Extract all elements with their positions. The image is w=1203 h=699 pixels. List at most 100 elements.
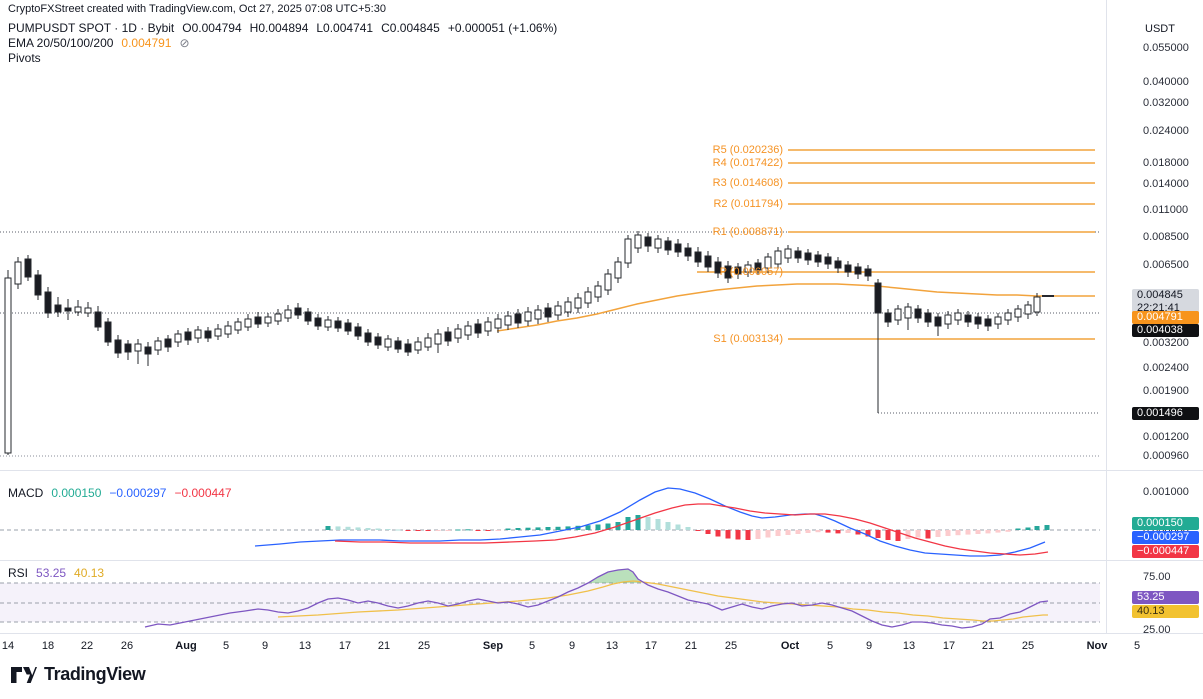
time-axis-tick: 17 [644, 640, 658, 652]
macd-bar [625, 517, 631, 530]
time-axis[interactable]: 14 18 22 26 Aug 5 9 13 17 21 25 Sep 5 9 13 17 21 25 Oct 5 9 1… [0, 634, 1203, 660]
macd-line [254, 487, 1046, 557]
symbol-title[interactable]: PUMPUSDT SPOT · 1D · Bybit [8, 21, 175, 35]
candle [184, 331, 192, 341]
candle [974, 316, 982, 325]
candle [724, 265, 732, 279]
macd-bar [1044, 525, 1050, 530]
macd-bar [845, 530, 851, 533]
macd-bar [345, 526, 351, 530]
candle [984, 318, 992, 327]
price-axis-tick: 0.001000 [1143, 486, 1189, 498]
time-axis-tick: 25 [724, 640, 738, 652]
ema-indicator-label[interactable]: EMA 20/50/100/200 [8, 36, 114, 50]
candle [254, 316, 262, 325]
rsi-ma-badge: 40.13 [1132, 605, 1199, 618]
tradingview-logo-icon [11, 666, 37, 683]
rsi-badge: 53.25 [1132, 591, 1199, 604]
candle [284, 309, 292, 319]
candle [1033, 296, 1041, 313]
candle [294, 307, 302, 316]
macd-bar [815, 530, 821, 533]
price-axis-tick: 25.00 [1143, 624, 1171, 636]
candle [464, 325, 472, 336]
candle [514, 313, 522, 324]
price-axis[interactable]: 0.055000 0.040000 0.032000 0.024000 0.018000… [1106, 0, 1203, 636]
candle [794, 250, 802, 259]
candle [374, 336, 382, 346]
macd-bar [325, 526, 331, 530]
candle [584, 291, 592, 304]
candle [884, 312, 892, 323]
ohlc-high: H0.004894 [249, 21, 309, 35]
candle [164, 338, 172, 348]
rsi-indicator-label[interactable]: RSI [8, 566, 29, 580]
macd-bar [645, 517, 651, 530]
time-axis-tick: 25 [1021, 640, 1035, 652]
candle [124, 343, 132, 353]
candle [104, 321, 112, 343]
time-axis-tick: 13 [298, 640, 312, 652]
tradingview-logo-text: TradingView [44, 664, 146, 684]
macd-indicator-label[interactable]: MACD [8, 486, 44, 500]
macd-bar [765, 530, 771, 538]
price-line-badge: 0.004038 [1132, 324, 1199, 337]
macd-bar [725, 530, 731, 539]
chart-legend: PUMPUSDT SPOT · 1D · Bybit O0.004794 H0.00… [8, 21, 565, 66]
macd-line-value: −0.000297 [109, 486, 167, 500]
current-price-badge: 0.004845 22:21:41 [1132, 289, 1199, 315]
candle [604, 273, 612, 291]
candle [44, 291, 52, 314]
time-axis-tick: 9 [568, 640, 576, 652]
macd-line-badge: −0.000297 [1132, 531, 1199, 544]
macd-bar [865, 530, 871, 537]
candle [244, 318, 252, 328]
candle [304, 311, 312, 322]
macd-bar [595, 524, 601, 530]
pivot-label: P (0.006057) [719, 266, 783, 278]
candle [774, 250, 782, 265]
macd-bar [585, 525, 591, 530]
candle [844, 264, 852, 273]
price-axis-tick: 0.055000 [1143, 42, 1189, 54]
time-axis-tick: 21 [377, 640, 391, 652]
tradingview-logo[interactable]: TradingView [10, 664, 146, 685]
ema-price-badge: 0.004791 [1132, 311, 1199, 324]
candle [4, 277, 12, 454]
candle [424, 337, 432, 348]
candle [414, 341, 422, 351]
candle [854, 266, 862, 275]
pivot-label: R2 (0.011794) [713, 198, 783, 210]
candle [734, 266, 742, 275]
time-axis-month-tick: Aug [175, 640, 197, 652]
candle [264, 316, 272, 324]
macd-bar [605, 523, 611, 530]
candle [64, 307, 72, 312]
time-axis-tick: 9 [261, 640, 269, 652]
ema-visibility-icon[interactable]: ⊘ [179, 36, 190, 50]
time-axis-tick: 21 [981, 640, 995, 652]
macd-bar [825, 530, 831, 533]
macd-legend-row: MACD 0.000150 −0.000297 −0.000447 [8, 486, 240, 500]
macd-bar [535, 527, 541, 530]
time-axis-tick: 21 [684, 640, 698, 652]
pivot-label: R4 (0.017422) [712, 157, 783, 169]
candle [1014, 308, 1022, 318]
candle [914, 308, 922, 319]
macd-bar [1034, 526, 1040, 530]
price-axis-tick: 0.008500 [1143, 231, 1189, 243]
price-axis-tick: 0.001200 [1143, 431, 1189, 443]
candle [74, 306, 82, 313]
macd-bar [775, 530, 781, 536]
macd-bar [655, 519, 661, 530]
pivots-indicator-label[interactable]: Pivots [8, 51, 41, 65]
candle [544, 307, 552, 318]
macd-bar [995, 530, 1001, 533]
price-axis-tick: 0.040000 [1143, 76, 1189, 88]
pivot-label: S1 (0.003134) [713, 333, 783, 345]
rsi-ma-line [277, 580, 1048, 622]
candle [524, 311, 532, 322]
macd-bar [355, 527, 361, 530]
pivots-legend-row: Pivots [8, 51, 565, 65]
